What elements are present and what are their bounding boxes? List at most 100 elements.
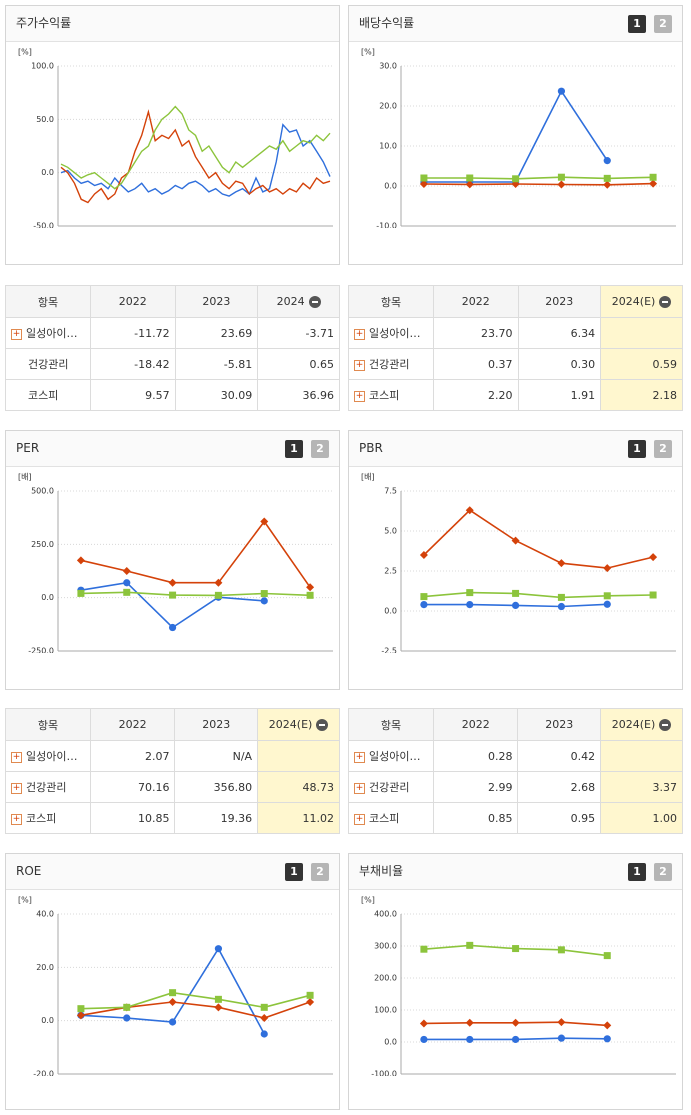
marker	[603, 592, 611, 600]
y-tick-label: 0.0	[41, 1016, 54, 1025]
value-cell: 1.91	[517, 379, 602, 411]
value-cell: 11.02	[257, 802, 340, 834]
y-tick-label: 0.0	[384, 1038, 397, 1047]
y-tick-label: -50.0	[33, 222, 54, 229]
y-tick-label: 500.0	[31, 487, 54, 496]
marker	[465, 180, 474, 189]
expand-icon[interactable]: +	[11, 813, 22, 825]
cell-value: 36.96	[302, 388, 335, 402]
value-cell: 0.42	[517, 740, 602, 772]
marker	[168, 578, 177, 587]
marker	[649, 553, 658, 562]
page-button[interactable]: 2	[654, 440, 672, 458]
page-button[interactable]: 1	[628, 15, 646, 33]
marker	[214, 995, 222, 1003]
y-tick-label: 0.0	[384, 182, 397, 191]
marker	[557, 1018, 566, 1027]
marker	[603, 564, 612, 573]
series-line	[80, 520, 311, 588]
expand-icon[interactable]: +	[11, 751, 22, 763]
page-button[interactable]: 1	[285, 863, 303, 881]
cell-value: 48.73	[302, 780, 335, 794]
panel-title: PBR	[359, 441, 383, 455]
cell-value: 2.99	[487, 780, 513, 794]
header-row: 항목 2022 2023 2024	[5, 285, 340, 318]
header-cell: 2023	[174, 285, 259, 318]
marker	[649, 179, 658, 188]
series-line	[80, 581, 265, 629]
expand-icon[interactable]: +	[354, 390, 365, 402]
series-line	[60, 109, 331, 204]
value-cell: 1.00	[600, 802, 683, 834]
value-cell: 48.73	[257, 771, 340, 803]
chart-panel: 주가수익률[%]100.050.00.0-50.02018/12/282020/…	[5, 5, 340, 265]
marker	[419, 1019, 428, 1028]
value-cell: -11.72	[89, 317, 176, 349]
table-row: 건강관리 -18.42 -5.81 0.65	[5, 348, 340, 380]
panel-header: PER 1 2	[6, 431, 339, 467]
marker	[214, 591, 222, 599]
header-cell: 2024(E)	[600, 285, 683, 318]
value-cell: 2.07	[89, 740, 176, 772]
value-cell: 70.16	[89, 771, 176, 803]
marker	[466, 1035, 474, 1044]
y-tick-label: -10.0	[376, 222, 397, 229]
y-tick-label: 10.0	[379, 142, 397, 151]
collapse-icon[interactable]	[659, 296, 672, 308]
page-button[interactable]: 2	[654, 15, 672, 33]
panel-title: PER	[16, 441, 40, 455]
value-cell: 2.68	[517, 771, 602, 803]
y-tick-label: 0.0	[41, 168, 54, 177]
table-row: + 코스피 0.85 0.95 1.00	[348, 802, 683, 834]
marker	[557, 180, 566, 189]
cell-value: 0.42	[570, 749, 596, 763]
expand-icon[interactable]: +	[11, 328, 22, 340]
marker	[466, 941, 474, 949]
expand-icon[interactable]: +	[354, 813, 365, 825]
expand-icon[interactable]: +	[11, 782, 22, 794]
name-cell: 건강관리	[5, 348, 91, 380]
page-button[interactable]: 1	[628, 863, 646, 881]
header-text: 항목	[37, 295, 59, 309]
table-row: + 일성아이… 0.28 0.42	[348, 740, 683, 772]
marker	[123, 1014, 131, 1022]
marker	[419, 180, 428, 188]
row-name: 코스피	[369, 389, 400, 402]
collapse-icon[interactable]	[316, 719, 329, 731]
panel-header: PBR 1 2	[349, 431, 682, 467]
page-button[interactable]: 2	[311, 863, 329, 881]
value-cell: 0.95	[517, 802, 602, 834]
header-cell: 2023	[174, 708, 259, 741]
series-line	[423, 89, 608, 183]
expand-icon[interactable]: +	[354, 751, 365, 763]
panel-title: 배당수익률	[359, 16, 415, 30]
table-row: + 건강관리 70.16 356.80 48.73	[5, 771, 340, 803]
marker	[603, 174, 611, 182]
collapse-icon[interactable]	[659, 719, 672, 731]
data-table: 항목 2022 2023 2024(E) + 일성아이… 23.70 6.34 + 건강관리 0.3…	[348, 285, 683, 411]
y-tick-label: 100.0	[31, 62, 54, 71]
page-button[interactable]: 2	[654, 863, 672, 881]
header-text: 2024(E)	[611, 718, 656, 731]
page-button[interactable]: 2	[311, 440, 329, 458]
expand-icon[interactable]: +	[354, 782, 365, 794]
marker	[214, 1003, 223, 1012]
cell-value: 0.28	[487, 749, 513, 763]
y-tick-label: 400.0	[374, 910, 397, 919]
collapse-icon[interactable]	[308, 296, 321, 308]
marker	[465, 506, 474, 515]
marker	[306, 991, 314, 999]
expand-icon[interactable]: +	[354, 359, 365, 371]
cell-value: -3.71	[305, 326, 334, 340]
series-line	[423, 509, 654, 569]
name-cell: + 일성아이…	[348, 740, 434, 772]
expand-icon[interactable]: +	[354, 328, 365, 340]
y-tick-label: -20.0	[33, 1070, 54, 1077]
page-button[interactable]: 1	[628, 440, 646, 458]
marker	[168, 998, 177, 1006]
header-text: 2023	[545, 718, 574, 731]
value-cell: 3.37	[600, 771, 683, 803]
header-text: 2024	[276, 295, 305, 308]
page-button[interactable]: 1	[285, 440, 303, 458]
value-cell: 23.69	[174, 317, 259, 349]
